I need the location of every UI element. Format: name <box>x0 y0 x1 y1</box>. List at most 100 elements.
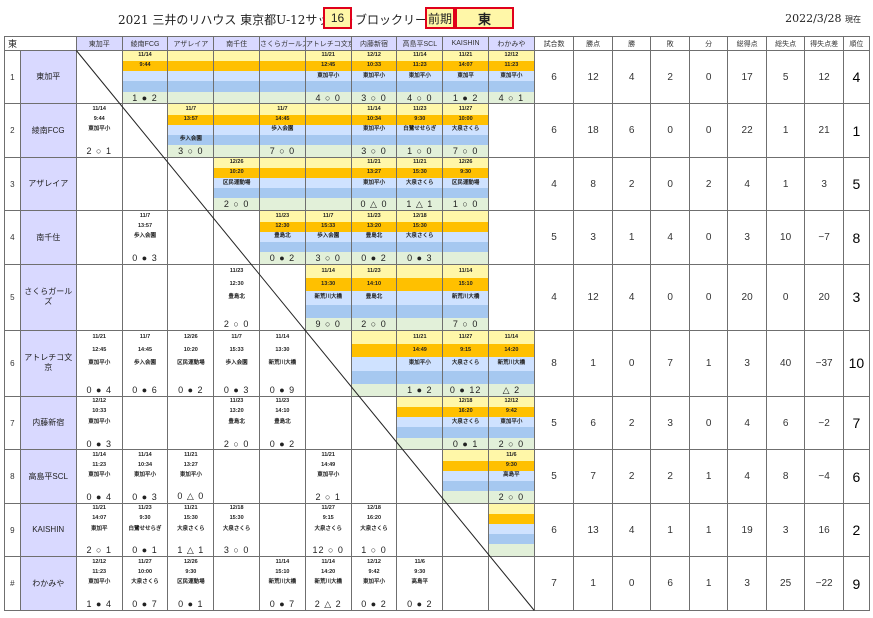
stat-3: 0 <box>650 156 690 212</box>
match-venue-2 <box>77 480 122 491</box>
match-result: 0 ● 3 <box>397 251 442 264</box>
empty-match-cell <box>488 210 535 265</box>
match-date: 12/26 <box>168 331 213 345</box>
match-time: 15:30 <box>397 221 442 232</box>
match-cell <box>259 49 306 105</box>
match-info: 11/6 9:30 高島平 2 ○ 0 <box>489 450 534 503</box>
match-date: 11/27 <box>123 557 167 568</box>
match-result: 3 ○ 0 <box>306 251 351 264</box>
match-venue-2 <box>352 241 396 252</box>
match-time: 12:45 <box>77 344 122 358</box>
column-header-stat: 分 <box>688 36 729 51</box>
match-venue-2 <box>214 304 259 318</box>
match-cell: 12/26 9:30 区民運動場 0 ● 1 <box>167 556 215 611</box>
match-result: 12 ○ 0 <box>306 544 351 556</box>
match-date <box>443 211 488 222</box>
empty-match-cell <box>75 210 123 265</box>
match-venue: 東加平 <box>443 71 488 82</box>
match-venue: 東加平小 <box>397 357 442 371</box>
self-match-cell <box>213 210 261 265</box>
stat-4: 1 <box>688 449 729 504</box>
stat-7: 21 <box>804 103 844 158</box>
stat-2: 6 <box>611 103 652 158</box>
match-venue-2 <box>443 241 488 252</box>
stat-5: 3 <box>727 556 767 611</box>
stat-0: 4 <box>533 156 575 212</box>
match-time: 9:44 <box>77 114 122 125</box>
team-row: 6 アトレチコ文京 11/21 12:45 東加平小 0 ● 4 11/7 14:45 歩入会園… <box>4 329 871 398</box>
match-date <box>352 331 396 345</box>
match-result <box>443 490 488 503</box>
team-name: さくらガールズ <box>19 263 77 331</box>
match-date: 11/27 <box>443 104 488 115</box>
match-time: 13:27 <box>168 460 213 471</box>
empty-match-cell <box>488 103 535 158</box>
match-cell <box>442 210 489 265</box>
match-cell: 12/26 10:20 区民運動場 0 ● 2 <box>167 329 215 398</box>
match-cell <box>442 449 489 504</box>
stat-1: 3 <box>573 210 613 265</box>
match-time: 10:34 <box>123 460 167 471</box>
match-venue: 白鷺せせらぎ <box>123 524 167 535</box>
match-venue-2 <box>260 81 305 92</box>
empty-match-cell <box>259 502 306 558</box>
match-venue <box>123 71 167 82</box>
match-time: 9:30 <box>168 567 213 578</box>
match-result: 1 ○ 0 <box>397 144 442 157</box>
match-date: 12/18 <box>397 211 442 222</box>
match-venue: 東加平小 <box>123 470 167 481</box>
team-row: 4 南千住 11/7 13:57 歩入会園 0 ● 3 11/23 12:30 豊島北 0 ● 2… <box>4 210 871 265</box>
match-info: 11/7 13:57 歩入会園 3 ○ 0 <box>168 104 213 157</box>
empty-match-cell <box>167 210 215 265</box>
match-date: 12/12 <box>77 397 122 408</box>
match-venue: 大泉さくら <box>168 524 213 535</box>
match-result: △ 2 <box>489 384 534 396</box>
match-venue-2 <box>168 370 213 384</box>
match-info: 11/6 9:30 高島平 0 ● 2 <box>397 557 442 610</box>
match-result: 2 ○ 0 <box>214 437 259 449</box>
match-info: 12/26 9:30 区民運動場 1 ○ 0 <box>443 158 488 210</box>
match-info: 11/7 15:33 歩入会園 3 ○ 0 <box>306 211 351 264</box>
match-result: 0 ● 4 <box>77 490 122 503</box>
match-venue-2 <box>123 370 167 384</box>
match-venue-2 <box>214 427 259 438</box>
column-header-stat: 勝 <box>611 36 652 51</box>
match-cell: 11/7 13:57 歩入会園 0 ● 3 <box>121 210 169 265</box>
stat-1: 13 <box>573 502 613 558</box>
match-date <box>260 51 305 62</box>
match-info: 11/21 15:30 大泉さくら 1 △ 1 <box>397 158 442 210</box>
column-header-stat: 順位 <box>842 36 871 51</box>
match-info: 11/14 9:44 東加平小 2 ○ 1 <box>77 104 122 157</box>
match-cell: 11/14 15:10 新荒川大橋 0 ● 7 <box>259 556 306 611</box>
match-venue-2 <box>123 480 167 491</box>
match-result: 2 ○ 0 <box>214 198 259 210</box>
stat-0: 5 <box>533 395 575 451</box>
match-venue: 区民運動場 <box>168 577 213 588</box>
match-venue-2 <box>352 134 396 145</box>
match-cell: 12/18 15:30 大泉さくら 3 ○ 0 <box>213 502 261 558</box>
stat-6: 10 <box>765 210 806 265</box>
match-result: 0 △ 0 <box>168 490 213 503</box>
match-cell: 11/14 14:20 新荒川大橋 2 △ 2 <box>304 556 352 611</box>
match-venue-2 <box>352 534 396 545</box>
match-cell: 11/21 15:30 大泉さくら 1 △ 1 <box>167 502 215 558</box>
match-time <box>489 514 534 525</box>
match-cell: 11/23 12:30 豊島北 2 ○ 0 <box>213 263 261 331</box>
match-result: 2 ○ 1 <box>77 144 122 157</box>
match-info: 11/7 14:45 歩入会園 7 ○ 0 <box>260 104 305 157</box>
match-time: 9:42 <box>489 407 534 418</box>
match-venue-2 <box>214 81 259 92</box>
match-venue: 東加平小 <box>77 357 122 371</box>
match-venue: 東加平小 <box>306 71 351 82</box>
match-venue <box>397 291 442 305</box>
rank: 9 <box>842 556 871 611</box>
match-venue: 東加平小 <box>77 577 122 588</box>
column-header-team: わかみや <box>488 36 535 51</box>
match-info: 11/14 10:34 東加平小 3 ○ 0 <box>352 104 396 157</box>
match-info: 12/18 15:30 大泉さくら 3 ○ 0 <box>214 504 259 556</box>
self-match-cell <box>167 156 215 212</box>
match-cell: 11/14 9:44 東加平小 2 ○ 1 <box>75 103 123 158</box>
match-info: 12/12 11:23 東加平小 4 ○ 1 <box>489 51 534 103</box>
match-cell: 12/12 11:23 東加平小 4 ○ 1 <box>488 49 535 105</box>
match-time: 14:49 <box>306 460 351 471</box>
